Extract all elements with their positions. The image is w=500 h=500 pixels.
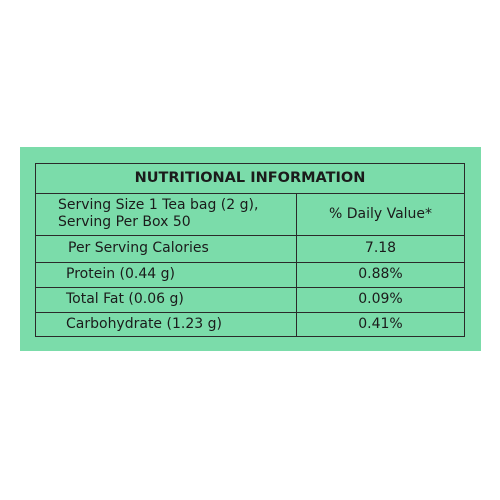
header-line: Serving Per Box 50: [58, 214, 191, 230]
value-cell: 0.88%: [358, 266, 403, 282]
value-cell: 7.18: [364, 240, 397, 256]
row-divider: [35, 262, 465, 263]
header-cell: % Daily Value*: [328, 205, 433, 222]
nutrient-cell: Per Serving Calories: [68, 240, 209, 256]
table-title: NUTRITIONAL INFORMATION: [134, 169, 366, 186]
row-divider: [35, 312, 465, 313]
row-divider: [35, 287, 465, 288]
table-frame: [35, 163, 465, 337]
value-cell: 0.09%: [358, 291, 403, 307]
column-divider: [296, 193, 297, 337]
nutrient-cell: Carbohydrate (1.23 g): [66, 316, 222, 332]
value-cell: 0.41%: [358, 316, 403, 332]
header-cell: Serving Size 1 Tea bag (2 g), Serving Pe…: [58, 193, 296, 235]
nutrient-cell: Total Fat (0.06 g): [66, 291, 184, 307]
row-divider: [35, 193, 465, 194]
header-line: Serving Size 1 Tea bag (2 g),: [58, 197, 259, 213]
nutrient-cell: Protein (0.44 g): [66, 266, 175, 282]
row-divider: [35, 235, 465, 236]
label-panel: [20, 147, 481, 351]
